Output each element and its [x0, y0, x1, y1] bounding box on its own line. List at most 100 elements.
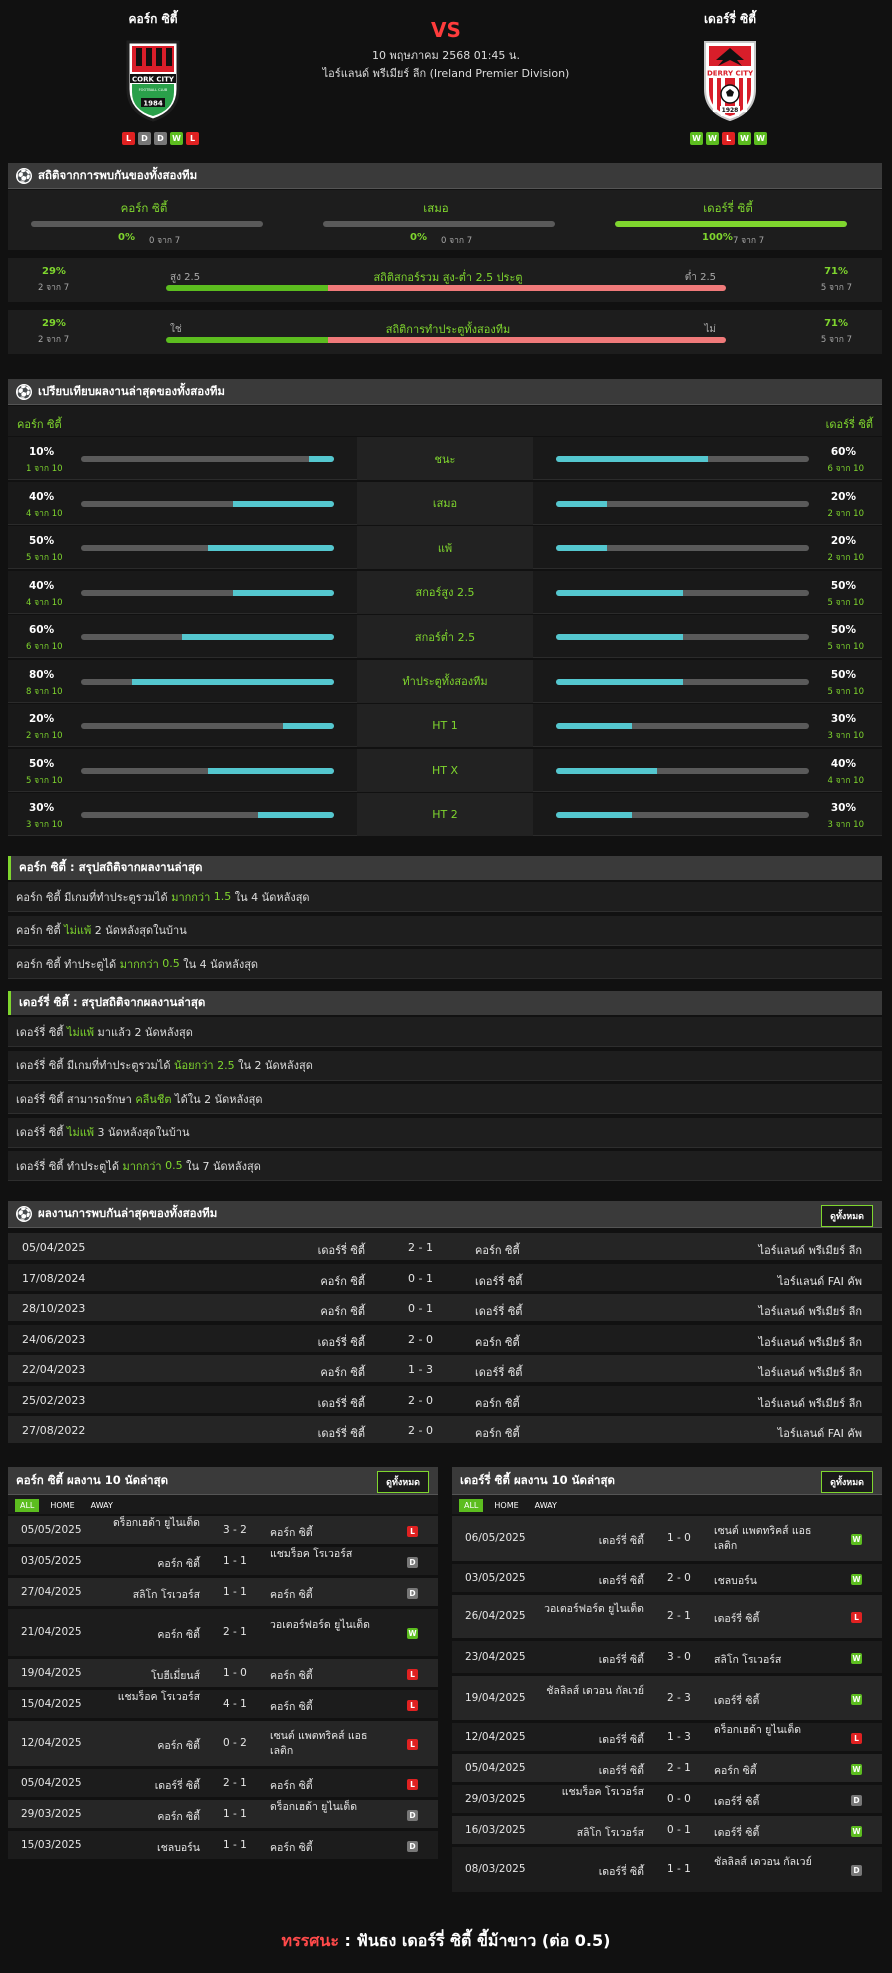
result-badge: D [851, 1865, 862, 1876]
list-item: 05/05/2025 ดร็อกเฮด้า ยูไนเต็ด 3 - 2 คอร์ก … [8, 1516, 438, 1545]
h2h-col-sub: 7 จาก 7 [733, 236, 765, 246]
league: ไอร์แลนด์ พรีเมียร์ ลีก [758, 1335, 862, 1349]
result-badge: D [407, 1840, 418, 1852]
away-sub: 6 จาก 10 [827, 464, 864, 474]
away-bar-fill [556, 678, 683, 685]
home-bar-fill [232, 500, 334, 507]
compare-label: HT 1 [357, 704, 533, 747]
compare-row: 40% 4 จาก 10 สกอร์สูง 2.5 50% 5 จาก 10 [8, 570, 882, 614]
away-pct: 30% [830, 713, 856, 725]
away-team: วอเตอร์ฟอร์ด ยูไนเต็ด [270, 1619, 370, 1631]
btts-panel: 29% 2 จาก 7 ใช่ สถิติการทำประตูทั้งสองทีม ไม… [8, 310, 882, 354]
form-badge: W [706, 132, 719, 145]
result-badge: L [407, 1699, 418, 1711]
league: ไอร์แลนด์ FAI คัพ [777, 1274, 862, 1288]
home-team: เดอร์รี่ ซิตี้ [598, 1653, 644, 1666]
summary-part: เดอร์รี่ ซิตี้ ทำประตูได้ [16, 1159, 123, 1173]
compare-row: 20% 2 จาก 10 HT 1 30% 3 จาก 10 [8, 704, 882, 747]
tab-home[interactable]: HOME [50, 1501, 75, 1510]
summary-part: 0.5 [165, 1159, 183, 1172]
home-bar-fill [207, 545, 334, 551]
ou-left-sub: 2 จาก 7 [38, 283, 70, 293]
match-date: 05/04/2025 [21, 1776, 82, 1789]
score: 2 - 3 [667, 1691, 691, 1704]
score: 2 - 1 [667, 1610, 691, 1622]
home-last10-view-all-button[interactable]: ดูทั้งหมด [377, 1471, 429, 1493]
match-date: 24/06/2023 [22, 1332, 86, 1346]
h2h-view-all-button[interactable]: ดูทั้งหมด [821, 1205, 873, 1227]
home-bar [81, 500, 334, 507]
match-date: 12/04/2025 [21, 1737, 82, 1749]
tab-home[interactable]: HOME [494, 1501, 519, 1510]
match-date: 08/03/2025 [465, 1863, 526, 1875]
league: ไอร์แลนด์ พรีเมียร์ ลีก [758, 1244, 862, 1257]
home-team: เดอร์รี่ ซิตี้ [317, 1427, 365, 1440]
home-team-name: คอร์ก ซิตี้ [128, 12, 178, 26]
summary-part: ไม่แพ้ [64, 924, 92, 937]
score: 2 - 1 [667, 1761, 691, 1774]
away-sub: 5 จาก 10 [827, 686, 864, 697]
list-item: 26/04/2025 วอเตอร์ฟอร์ด ยูไนเต็ด 2 - 1 เดอร… [452, 1595, 882, 1639]
home-sub: 2 จาก 10 [26, 731, 63, 741]
table-row: 27/08/2022 เดอร์รี่ ซิตี้ 2 - 0 คอร์ก ซิตี้… [8, 1416, 882, 1444]
summary-part: 2.5 [217, 1058, 235, 1072]
compare-label: แพ้ [357, 526, 533, 569]
compare-label: ทำประตูทั้งสองทีม [357, 659, 533, 703]
section-title: คอร์ก ซิตี้ ผลงาน 10 นัดล่าสุด [16, 1472, 169, 1487]
home-team: เดอร์รี่ ซิตี้ [317, 1244, 365, 1257]
summary-part: ใน 7 นัดหลังสุด [182, 1159, 261, 1173]
btts-split-bar [166, 337, 726, 343]
match-date: 05/05/2025 [21, 1523, 82, 1536]
away-team: คอร์ก ซิตี้ [270, 1841, 313, 1854]
tab-away[interactable]: AWAY [534, 1501, 557, 1510]
home-bar [81, 723, 334, 729]
away-bar-fill [556, 589, 683, 596]
away-team: แชมร็อค โรเวอร์ส [270, 1547, 353, 1560]
away-sub: 3 จาก 10 [827, 731, 864, 741]
summary-part: 2 นัดหลังสุดในบ้าน [91, 924, 187, 937]
tab-away[interactable]: AWAY [90, 1501, 113, 1510]
league: ไอร์แลนด์ พรีเมียร์ ลีก [758, 1396, 862, 1410]
away-bar [556, 500, 809, 507]
list-item: 12/04/2025 คอร์ก ซิตี้ 0 - 2 เซนต์ แพตทริคส… [8, 1721, 438, 1767]
away-bar-fill [556, 723, 632, 729]
home-bar [81, 634, 334, 640]
score: 1 - 3 [408, 1363, 433, 1376]
away-bar-fill [556, 500, 607, 507]
match-date: 03/05/2025 [21, 1554, 82, 1567]
compare-row: 50% 5 จาก 10 HT X 40% 4 จาก 10 [8, 748, 882, 792]
away-bar-fill [556, 812, 632, 818]
list-item: 05/04/2025 เดอร์รี่ ซิตี้ 2 - 1 คอร์ก ซิตี้… [8, 1769, 438, 1798]
tab-all[interactable]: ALL [15, 1499, 40, 1512]
summary-part: 3 นัดหลังสุดในบ้าน [94, 1126, 190, 1139]
ou-left-label: สูง 2.5 [170, 272, 201, 283]
ou-right-pct: 71% [824, 266, 848, 277]
home-team-crest: CORK CITY FOOTBALL CLUB 1984 [108, 34, 198, 124]
away-bar [556, 456, 809, 462]
summary-part: ใน 2 นัดหลังสุด [234, 1059, 313, 1072]
league: ไอร์แลนด์ พรีเมียร์ ลีก [758, 1366, 862, 1379]
list-item: 16/03/2025 สลิโก โรเวอร์ส 0 - 1 เดอร์รี่ ซิ… [452, 1816, 882, 1845]
away-team: เดอร์รี่ ซิตี้ [475, 1366, 523, 1379]
h2h-col-pct: 100% [702, 232, 733, 243]
match-league: ไอร์แลนด์ พรีเมียร์ ลีก (Ireland Premier… [322, 67, 570, 80]
section-title: เดอร์รี่ ซิตี้ ผลงาน 10 นัดล่าสุด [460, 1472, 615, 1487]
list-item: 06/05/2025 เดอร์รี่ ซิตี้ 1 - 0 เซนต์ แพตทร… [452, 1516, 882, 1562]
home-team: เดอร์รี่ ซิตี้ [598, 1764, 644, 1777]
away-sub: 5 จาก 10 [827, 597, 864, 608]
away-last10-view-all-button[interactable]: ดูทั้งหมด [821, 1471, 873, 1493]
score: 1 - 0 [667, 1532, 691, 1544]
soccer-ball-icon: ⚽ [16, 1206, 32, 1222]
home-summary-header: คอร์ก ซิตี้ : สรุปสถิติจากผลงานล่าสุด [8, 856, 882, 880]
away-team: เดอร์รี่ ซิตี้ [714, 1826, 760, 1839]
result-badge: D [407, 1809, 418, 1821]
summary-row: คอร์ก ซิตี้ มีเกมที่ทำประตูรวมได้ มากกว่… [8, 882, 882, 912]
match-date: 16/03/2025 [465, 1823, 526, 1836]
table-row: 28/10/2023 คอร์ก ซิตี้ 0 - 1 เดอร์รี่ ซิตี้… [8, 1294, 882, 1322]
compare-row: 80% 8 จาก 10 ทำประตูทั้งสองทีม 50% 5 จาก 10 [8, 659, 882, 703]
h2h-col-name: เสมอ [423, 201, 449, 215]
svg-text:1928: 1928 [722, 107, 739, 114]
tab-all[interactable]: ALL [459, 1499, 484, 1512]
away-last10-header: เดอร์รี่ ซิตี้ ผลงาน 10 นัดล่าสุด ดูทั้ง… [452, 1467, 882, 1495]
result-badge: W [851, 1693, 862, 1705]
